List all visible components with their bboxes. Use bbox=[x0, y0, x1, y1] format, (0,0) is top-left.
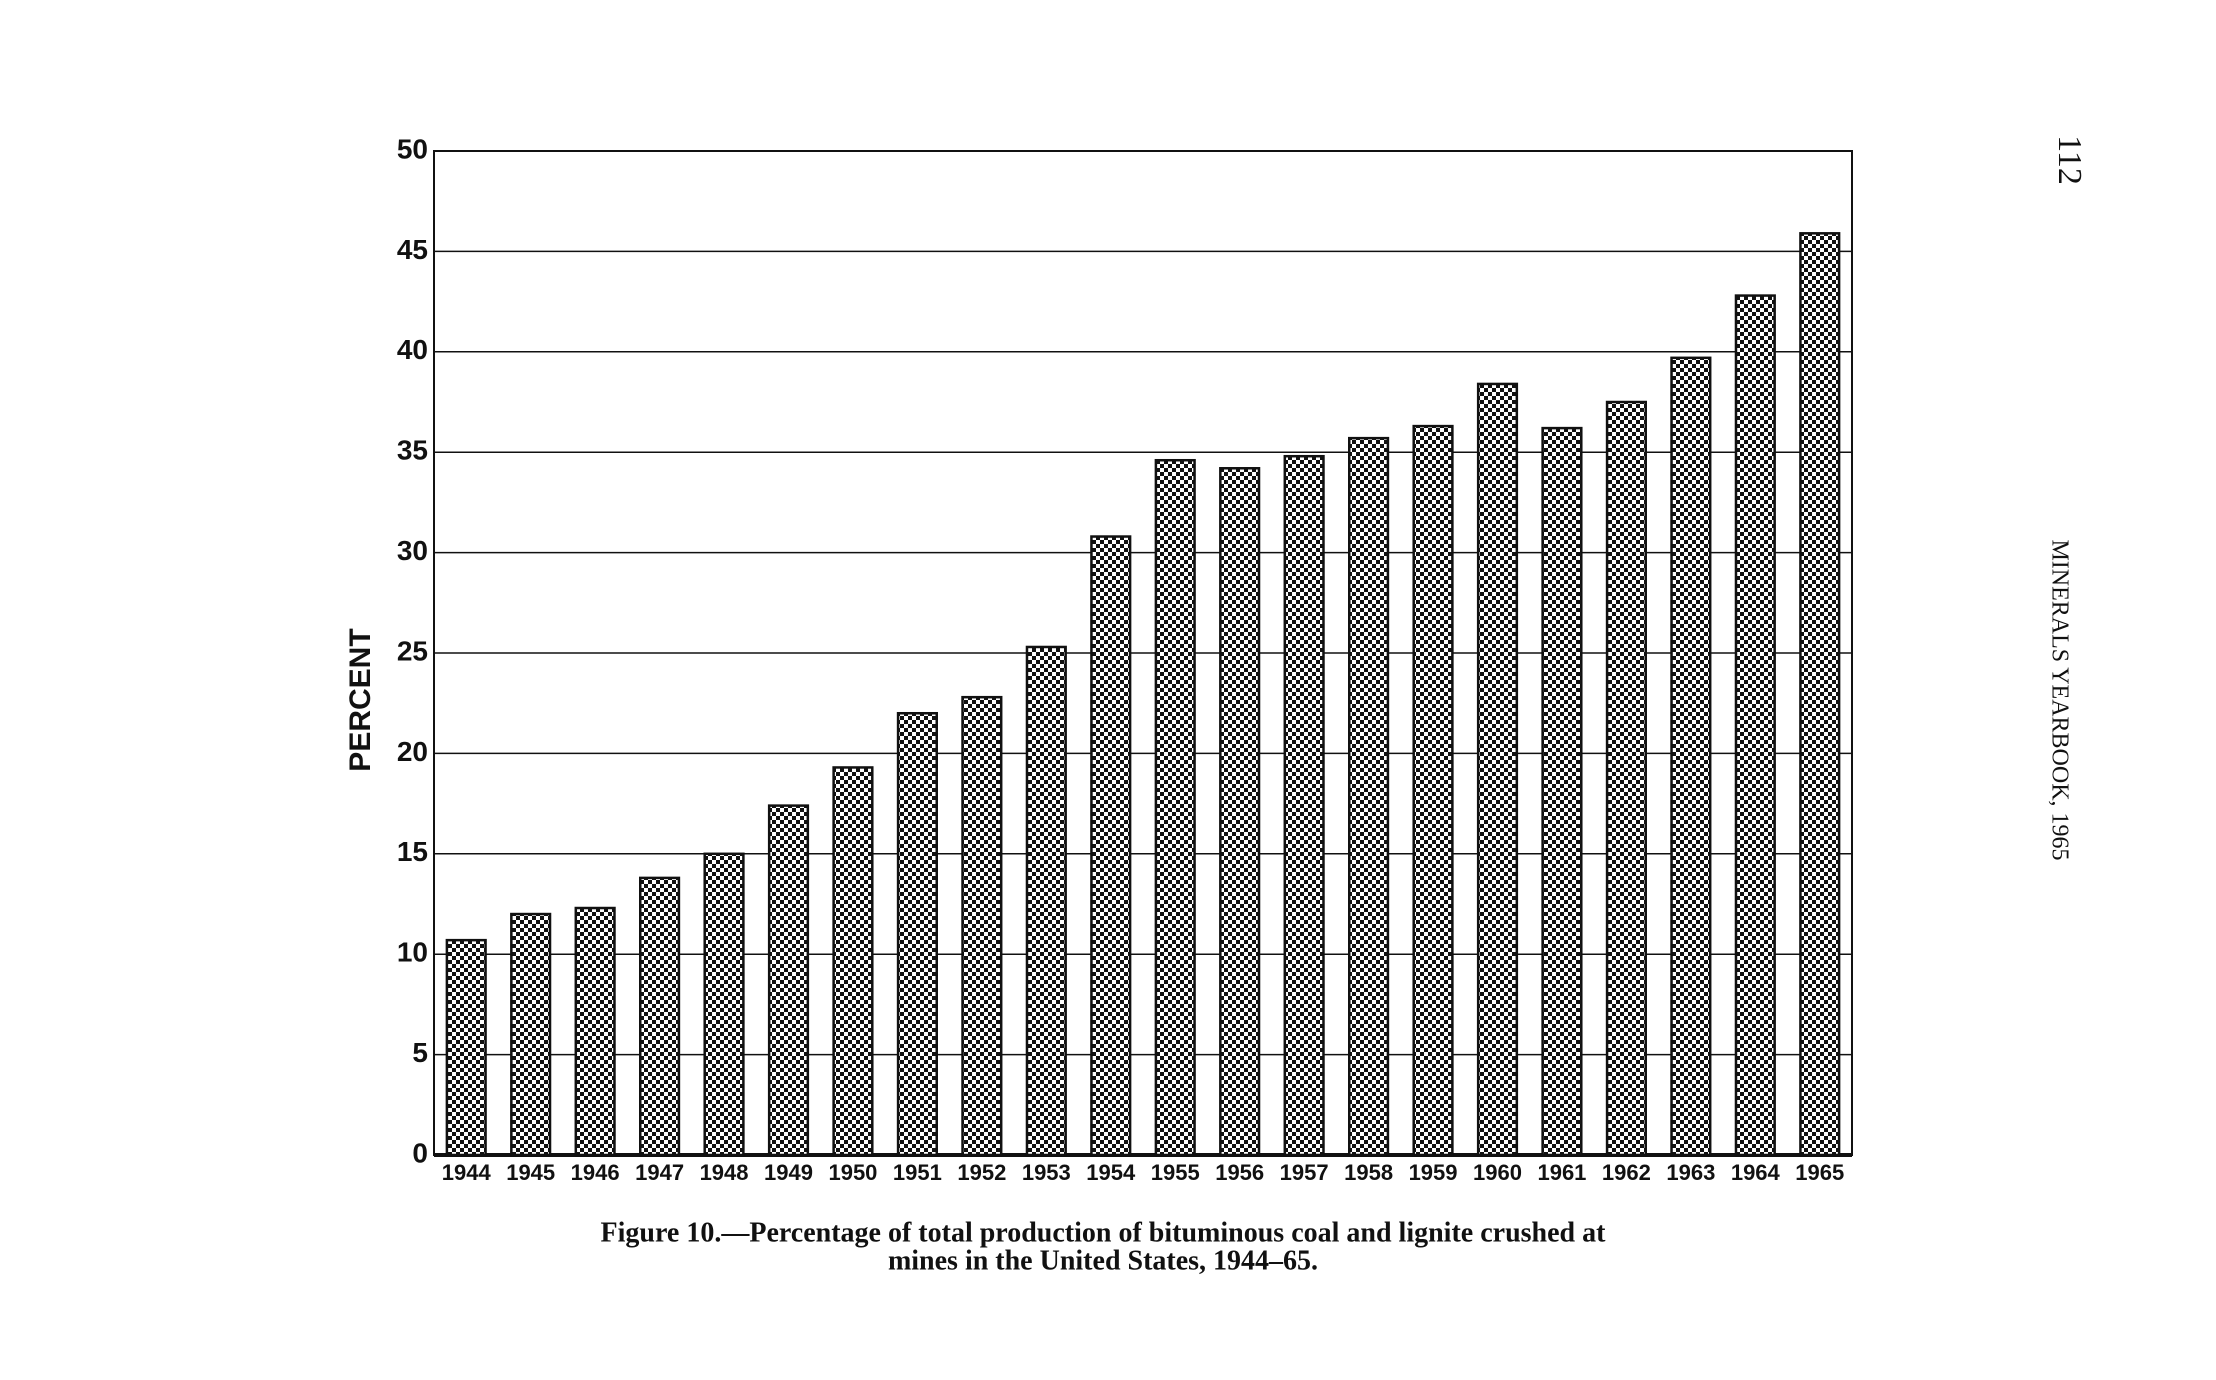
y-tick-label: 20 bbox=[397, 736, 428, 767]
x-tick-label: 1958 bbox=[1344, 1160, 1393, 1185]
bar bbox=[639, 876, 681, 1157]
x-tick-label: 1955 bbox=[1151, 1160, 1200, 1185]
x-tick-label: 1950 bbox=[828, 1160, 877, 1185]
y-tick-label: 35 bbox=[397, 435, 428, 466]
x-tick-label: 1960 bbox=[1473, 1160, 1522, 1185]
y-tick-label: 45 bbox=[397, 234, 428, 265]
y-tick-label: 50 bbox=[397, 133, 428, 164]
bar bbox=[1348, 436, 1390, 1157]
x-tick-label: 1946 bbox=[571, 1160, 620, 1185]
y-tick-label: 0 bbox=[412, 1137, 428, 1168]
bar bbox=[510, 912, 552, 1157]
x-tick-label: 1944 bbox=[442, 1160, 492, 1185]
y-axis-label: PERCENT bbox=[344, 628, 377, 771]
bar bbox=[1605, 400, 1647, 1157]
bar bbox=[574, 906, 616, 1157]
bar bbox=[1412, 424, 1454, 1157]
bar bbox=[1476, 382, 1519, 1157]
bar bbox=[1154, 458, 1196, 1157]
x-tick-label: 1959 bbox=[1409, 1160, 1458, 1185]
bar bbox=[1090, 535, 1132, 1157]
bar bbox=[1734, 294, 1776, 1157]
y-tick-label: 40 bbox=[397, 334, 428, 365]
x-tick-label: 1957 bbox=[1280, 1160, 1329, 1185]
x-tick-label: 1947 bbox=[635, 1160, 684, 1185]
y-tick-label: 25 bbox=[397, 635, 428, 666]
x-tick-label: 1963 bbox=[1666, 1160, 1715, 1185]
caption-line: mines in the United States, 1944–65. bbox=[888, 1245, 1318, 1276]
bar bbox=[767, 804, 810, 1157]
y-tick-label: 10 bbox=[397, 937, 428, 968]
x-tick-label: 1965 bbox=[1795, 1160, 1844, 1185]
running-head: MINERALS YEARBOOK, 1965 bbox=[2046, 539, 2072, 860]
bar bbox=[1541, 426, 1583, 1157]
bar bbox=[1025, 645, 1067, 1157]
bar bbox=[1670, 356, 1712, 1157]
x-tick-label: 1953 bbox=[1022, 1160, 1071, 1185]
bar bbox=[1799, 232, 1841, 1157]
bar bbox=[445, 938, 487, 1157]
x-tick-label: 1949 bbox=[764, 1160, 813, 1185]
x-tick-label: 1954 bbox=[1086, 1160, 1136, 1185]
y-tick-label: 15 bbox=[397, 836, 428, 867]
bar bbox=[703, 852, 745, 1157]
x-tick-label: 1961 bbox=[1537, 1160, 1586, 1185]
x-tick-label: 1956 bbox=[1215, 1160, 1264, 1185]
page-number: 112 bbox=[2051, 135, 2088, 185]
bar bbox=[896, 711, 938, 1157]
x-tick-label: 1962 bbox=[1602, 1160, 1651, 1185]
y-tick-label: 5 bbox=[412, 1037, 428, 1068]
y-tick-label: 30 bbox=[397, 535, 428, 566]
bar bbox=[961, 695, 1003, 1157]
x-tick-label: 1948 bbox=[700, 1160, 749, 1185]
bar bbox=[1219, 467, 1261, 1157]
bar bbox=[1283, 454, 1325, 1157]
caption-line: Figure 10.—Percentage of total productio… bbox=[601, 1217, 1607, 1248]
x-tick-label: 1945 bbox=[506, 1160, 555, 1185]
x-tick-label: 1951 bbox=[893, 1160, 942, 1185]
x-tick-label: 1964 bbox=[1731, 1160, 1781, 1185]
x-tick-label: 1952 bbox=[957, 1160, 1006, 1185]
bar bbox=[832, 766, 874, 1157]
